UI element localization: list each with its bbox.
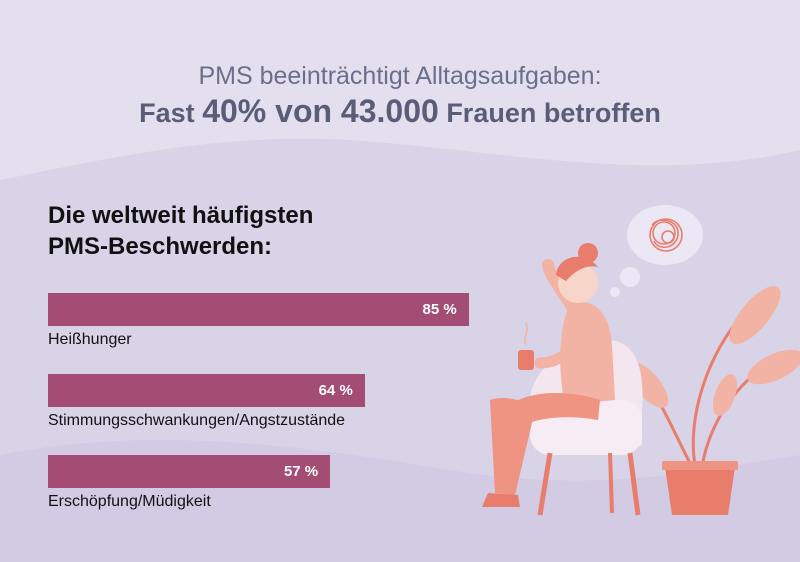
title-part-1: Fast [139, 98, 195, 128]
bar-1: 64 % [48, 374, 365, 407]
bar-0: 85 % [48, 293, 469, 326]
infographic-subtitle: PMS beeinträchtigt Alltagsaufgaben: [198, 62, 602, 90]
category-label: Stimmungsschwankungen/Angstzustände [48, 412, 346, 429]
chart-title-line-2: PMS-Beschwerden: [48, 233, 273, 260]
woman-in-chair-illustration [482, 205, 800, 516]
category-label: Heißhunger [48, 331, 132, 348]
bar-chart: 85 % Heißhunger 64 % Stimmungsschwankungen/… [48, 293, 508, 523]
chart-title-line-1: Die weltweit häufigsten [48, 202, 314, 229]
title-highlight: 40% von 43.000 [202, 93, 439, 129]
bar-value-label: 85 % [422, 301, 457, 318]
title-part-3: Frauen betroffen [446, 98, 661, 128]
bar-value-label: 64 % [318, 382, 353, 399]
chart-title: Die weltweit häufigsten PMS-Beschwerden: [48, 200, 408, 262]
infographic-title: Fast 40% von 43.000 Frauen betroffen [0, 93, 800, 130]
category-label: Erschöpfung/Müdigkeit [48, 493, 211, 510]
bar-2: 57 % [48, 455, 331, 488]
bar-value-label: 57 % [283, 463, 319, 480]
